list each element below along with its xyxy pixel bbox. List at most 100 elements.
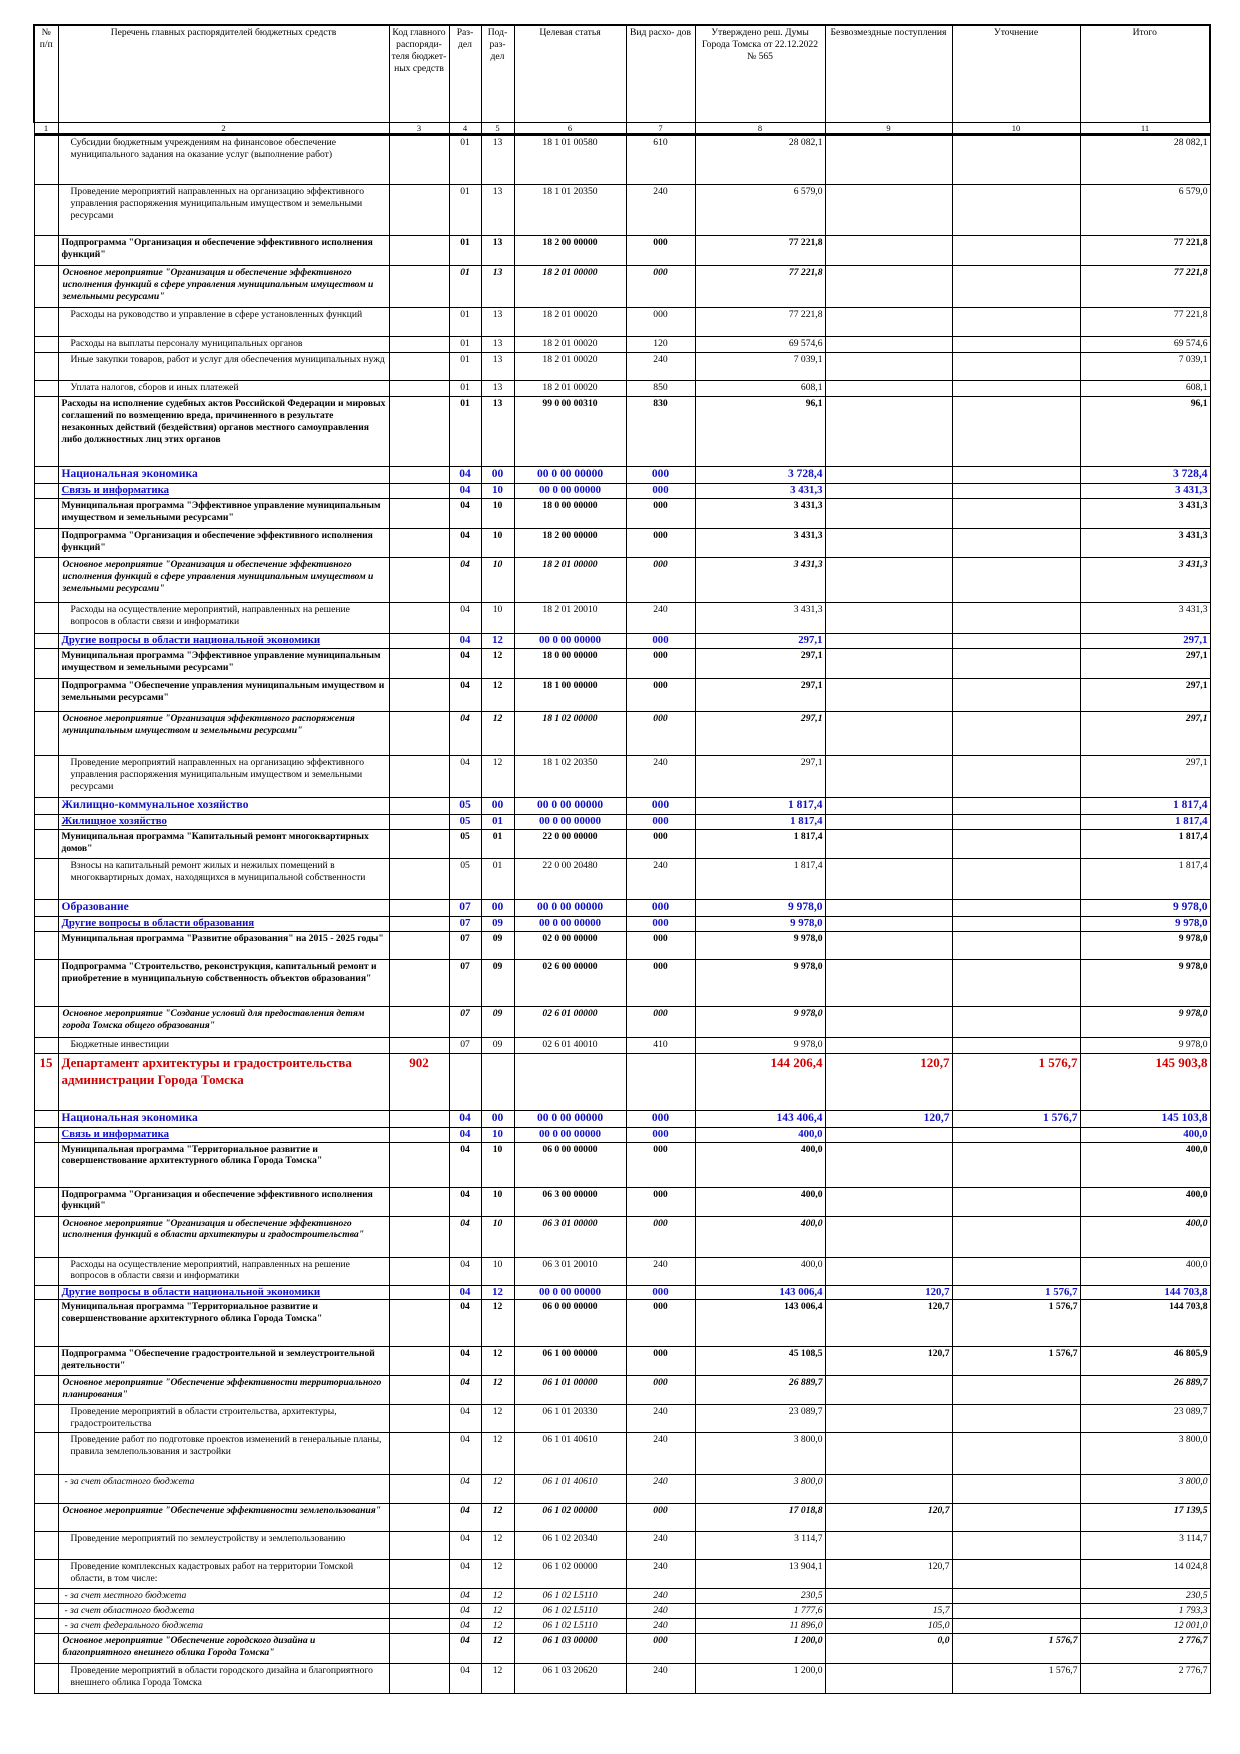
- row-expense-type: 240: [625, 352, 696, 381]
- row-podrazdel: [480, 1052, 515, 1111]
- header-cell: Уточнение: [951, 24, 1081, 123]
- table-row: Основное мероприятие "Обеспечение городс…: [33, 1633, 1211, 1665]
- row-total: 77 221,8: [1079, 307, 1211, 337]
- row-podrazdel: 10: [480, 1141, 515, 1188]
- row-adjustment: [951, 466, 1081, 484]
- row-number: [33, 1474, 59, 1505]
- row-total: 1 817,4: [1079, 813, 1211, 830]
- row-podrazdel: 00: [480, 796, 515, 815]
- row-free-receipts: [824, 1256, 953, 1286]
- table-row: - за счет областного бюджета 04 12 06 1 02 …: [33, 1603, 1211, 1620]
- row-expense-type: 610: [625, 134, 696, 185]
- row-podrazdel: 10: [480, 1186, 515, 1217]
- row-code: [388, 828, 450, 859]
- row-expense-type: 000: [625, 1284, 696, 1301]
- row-expense-type: 410: [625, 1036, 696, 1054]
- row-code: [388, 1005, 450, 1038]
- row-podrazdel: 12: [480, 1663, 515, 1695]
- table-row: Проведение комплексных кадастровых работ…: [33, 1559, 1211, 1590]
- column-number: 9: [824, 122, 953, 136]
- row-adjustment: [951, 483, 1081, 499]
- table-row: 15 Департамент архитектуры и градостроите…: [33, 1052, 1211, 1111]
- row-adjustment: 1 576,7: [951, 1299, 1081, 1348]
- row-code: [388, 396, 450, 467]
- row-free-receipts: [824, 265, 953, 308]
- row-adjustment: [951, 677, 1081, 712]
- row-name: Проведение комплексных кадастровых работ…: [57, 1559, 390, 1590]
- row-total: 297,1: [1079, 677, 1211, 712]
- row-approved-amount: 230,5: [694, 1588, 826, 1605]
- column-number: 11: [1079, 122, 1211, 136]
- row-adjustment: [951, 1141, 1081, 1188]
- row-expense-type: 000: [625, 677, 696, 712]
- row-target-article: 06 1 01 40610: [513, 1432, 627, 1476]
- row-total: 9 978,0: [1079, 958, 1211, 1007]
- row-target-article: 06 1 00 00000: [513, 1346, 627, 1377]
- header-cell: Раз- дел: [448, 24, 482, 123]
- table-row: Национальная экономика 04 00 00 0 00 00000 0…: [33, 466, 1211, 484]
- row-approved-amount: 608,1: [694, 380, 826, 397]
- table-row: Иные закупки товаров, работ и услуг для …: [33, 352, 1211, 381]
- row-razdel: 04: [448, 1375, 482, 1406]
- row-code: [388, 1559, 450, 1590]
- row-code: [388, 1588, 450, 1605]
- row-approved-amount: 1 817,4: [694, 813, 826, 830]
- row-code: [388, 1663, 450, 1695]
- row-razdel: [448, 1052, 482, 1111]
- row-approved-amount: 11 896,0: [694, 1618, 826, 1635]
- row-approved-amount: 1 200,0: [694, 1633, 826, 1665]
- row-free-receipts: [824, 633, 953, 649]
- row-code: [388, 1186, 450, 1217]
- row-adjustment: [951, 265, 1081, 308]
- row-target-article: 02 0 00 00000: [513, 930, 627, 960]
- row-free-receipts: [824, 930, 953, 960]
- table-row: Основное мероприятие "Организация и обес…: [33, 1215, 1211, 1258]
- row-free-receipts: [824, 958, 953, 1007]
- row-number: [33, 1284, 59, 1301]
- row-approved-amount: 3 431,3: [694, 602, 826, 634]
- row-expense-type: 240: [625, 1588, 696, 1605]
- row-free-receipts: [824, 352, 953, 381]
- row-number: [33, 336, 59, 353]
- row-total: 297,1: [1079, 754, 1211, 798]
- row-adjustment: [951, 1618, 1081, 1635]
- row-adjustment: [951, 1432, 1081, 1476]
- row-name: Департамент архитектуры и градостроитель…: [57, 1052, 390, 1111]
- row-free-receipts: 120,7: [824, 1346, 953, 1377]
- row-approved-amount: 6 579,0: [694, 184, 826, 236]
- row-expense-type: 120: [625, 336, 696, 353]
- row-razdel: 04: [448, 1109, 482, 1128]
- row-name: Проведение мероприятий по землеустройств…: [57, 1531, 390, 1561]
- row-approved-amount: 26 889,7: [694, 1375, 826, 1406]
- row-podrazdel: 12: [480, 1531, 515, 1561]
- row-razdel: 04: [448, 1404, 482, 1434]
- row-approved-amount: 1 200,0: [694, 1663, 826, 1695]
- row-expense-type: 000: [625, 898, 696, 917]
- row-target-article: 06 1 03 00000: [513, 1633, 627, 1665]
- row-approved-amount: 9 978,0: [694, 1036, 826, 1054]
- table-row: Подпрограмма "Строительство, реконструкц…: [33, 958, 1211, 1007]
- row-number: [33, 647, 59, 679]
- row-approved-amount: 45 108,5: [694, 1346, 826, 1377]
- row-podrazdel: 01: [480, 857, 515, 900]
- row-code: [388, 1474, 450, 1505]
- row-free-receipts: [824, 1663, 953, 1695]
- row-free-receipts: [824, 1474, 953, 1505]
- row-code: [388, 1284, 450, 1301]
- row-target-article: 02 6 01 40010: [513, 1036, 627, 1054]
- table-row: Субсидии бюджетным учреждениям на финанс…: [33, 134, 1211, 185]
- row-expense-type: 000: [625, 1126, 696, 1143]
- row-podrazdel: 13: [480, 380, 515, 397]
- row-adjustment: [951, 1503, 1081, 1533]
- row-razdel: 04: [448, 1284, 482, 1301]
- row-podrazdel: 12: [480, 1559, 515, 1590]
- row-free-receipts: [824, 134, 953, 185]
- row-number: [33, 602, 59, 634]
- row-podrazdel: 12: [480, 1284, 515, 1301]
- table-row: Проведение работ по подготовке проектов …: [33, 1432, 1211, 1476]
- row-free-receipts: [824, 1126, 953, 1143]
- row-approved-amount: 400,0: [694, 1256, 826, 1286]
- header-row: № п/п Перечень главных распорядителей бю…: [33, 24, 1211, 123]
- row-target-article: 06 1 02 L5110: [513, 1588, 627, 1605]
- row-target-article: 06 1 02 20340: [513, 1531, 627, 1561]
